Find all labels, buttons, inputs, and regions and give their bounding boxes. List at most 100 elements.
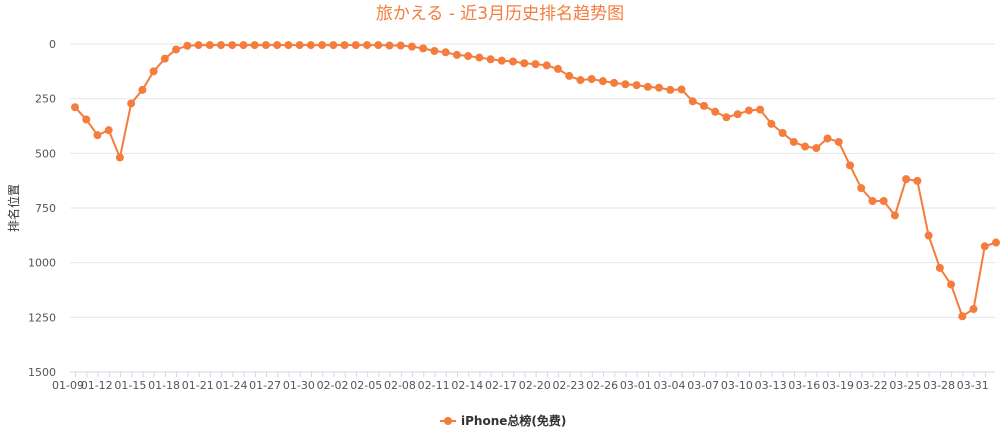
x-tick-label: 01-09 bbox=[52, 379, 84, 392]
data-point[interactable] bbox=[935, 263, 944, 272]
data-point[interactable] bbox=[306, 41, 315, 50]
data-point[interactable] bbox=[756, 105, 765, 114]
data-point[interactable] bbox=[93, 131, 102, 140]
data-point[interactable] bbox=[273, 41, 282, 50]
data-point[interactable] bbox=[340, 41, 349, 50]
data-point[interactable] bbox=[250, 41, 259, 50]
data-point[interactable] bbox=[621, 80, 630, 89]
data-point[interactable] bbox=[385, 41, 394, 50]
data-point[interactable] bbox=[767, 119, 776, 128]
data-point[interactable] bbox=[419, 44, 428, 53]
data-point[interactable] bbox=[497, 56, 506, 65]
data-point[interactable] bbox=[744, 106, 753, 115]
data-point[interactable] bbox=[598, 77, 607, 86]
data-point[interactable] bbox=[947, 280, 956, 289]
data-point[interactable] bbox=[407, 42, 416, 51]
data-point[interactable] bbox=[430, 46, 439, 55]
data-point[interactable] bbox=[913, 176, 922, 185]
data-point[interactable] bbox=[295, 41, 304, 50]
data-point[interactable] bbox=[318, 41, 327, 50]
x-tick-label: 02-20 bbox=[519, 379, 551, 392]
x-tick-label: 03-04 bbox=[654, 379, 686, 392]
x-tick-label: 02-17 bbox=[485, 379, 517, 392]
data-point[interactable] bbox=[969, 305, 978, 314]
data-point[interactable] bbox=[475, 53, 484, 62]
x-tick-label: 01-21 bbox=[182, 379, 214, 392]
data-point[interactable] bbox=[205, 41, 214, 50]
data-point[interactable] bbox=[71, 103, 79, 112]
data-point[interactable] bbox=[643, 82, 652, 91]
data-point[interactable] bbox=[924, 231, 933, 240]
data-point[interactable] bbox=[374, 41, 383, 50]
legend[interactable]: iPhone总榜(免费) bbox=[440, 413, 566, 428]
data-point[interactable] bbox=[666, 85, 675, 94]
data-point[interactable] bbox=[890, 211, 899, 220]
grid-lines bbox=[70, 43, 995, 373]
data-point[interactable] bbox=[239, 41, 248, 50]
data-point[interactable] bbox=[542, 61, 551, 70]
data-point[interactable] bbox=[857, 184, 866, 193]
data-point[interactable] bbox=[82, 115, 91, 124]
data-point[interactable] bbox=[160, 54, 169, 63]
x-tick-label: 02-14 bbox=[451, 379, 483, 392]
data-point[interactable] bbox=[104, 126, 113, 135]
data-point[interactable] bbox=[565, 71, 574, 80]
data-point[interactable] bbox=[711, 107, 720, 116]
data-point[interactable] bbox=[329, 41, 338, 50]
data-point[interactable] bbox=[531, 60, 540, 69]
x-tick-label: 03-25 bbox=[889, 379, 921, 392]
chart-title: 旅かえる - 近3月历史排名趋势图 bbox=[376, 4, 624, 24]
data-point[interactable] bbox=[632, 81, 641, 90]
y-axis-label: 排名位置 bbox=[6, 184, 21, 232]
data-point[interactable] bbox=[834, 137, 843, 146]
x-tick-label: 01-15 bbox=[114, 379, 146, 392]
data-point[interactable] bbox=[958, 312, 967, 321]
data-point[interactable] bbox=[127, 99, 136, 108]
data-point[interactable] bbox=[879, 197, 888, 206]
data-point[interactable] bbox=[261, 41, 270, 50]
data-point[interactable] bbox=[778, 128, 787, 137]
data-point[interactable] bbox=[902, 175, 911, 184]
data-point[interactable] bbox=[733, 110, 742, 119]
data-point[interactable] bbox=[452, 50, 461, 59]
data-point[interactable] bbox=[992, 238, 1000, 247]
data-point[interactable] bbox=[823, 134, 832, 143]
data-point[interactable] bbox=[509, 57, 518, 66]
data-point[interactable] bbox=[228, 41, 237, 50]
data-point[interactable] bbox=[149, 67, 158, 76]
data-point[interactable] bbox=[183, 41, 192, 50]
data-point[interactable] bbox=[172, 45, 181, 54]
data-point[interactable] bbox=[363, 41, 372, 50]
x-tick-label: 03-10 bbox=[721, 379, 753, 392]
data-point[interactable] bbox=[138, 85, 147, 94]
data-point[interactable] bbox=[396, 41, 405, 50]
data-point[interactable] bbox=[553, 64, 562, 73]
data-point[interactable] bbox=[115, 153, 124, 162]
data-point[interactable] bbox=[284, 41, 293, 50]
data-point[interactable] bbox=[868, 197, 877, 206]
data-point[interactable] bbox=[520, 59, 529, 68]
data-point[interactable] bbox=[980, 242, 989, 251]
data-point[interactable] bbox=[789, 137, 798, 146]
x-tick-label: 03-28 bbox=[923, 379, 955, 392]
data-point[interactable] bbox=[441, 48, 450, 57]
data-point[interactable] bbox=[655, 83, 664, 92]
data-point[interactable] bbox=[587, 74, 596, 83]
data-point[interactable] bbox=[688, 97, 697, 106]
data-point[interactable] bbox=[464, 52, 473, 61]
data-point[interactable] bbox=[486, 55, 495, 64]
y-tick-label: 1500 bbox=[28, 366, 56, 379]
data-point[interactable] bbox=[351, 41, 360, 50]
data-point[interactable] bbox=[845, 161, 854, 170]
data-point[interactable] bbox=[194, 41, 203, 50]
data-point[interactable] bbox=[217, 41, 226, 50]
data-point[interactable] bbox=[576, 76, 585, 85]
data-point[interactable] bbox=[722, 113, 731, 122]
data-point[interactable] bbox=[677, 85, 686, 94]
data-point[interactable] bbox=[812, 144, 821, 153]
data-point[interactable] bbox=[699, 101, 708, 110]
data-point[interactable] bbox=[610, 78, 619, 87]
data-point[interactable] bbox=[801, 142, 810, 151]
